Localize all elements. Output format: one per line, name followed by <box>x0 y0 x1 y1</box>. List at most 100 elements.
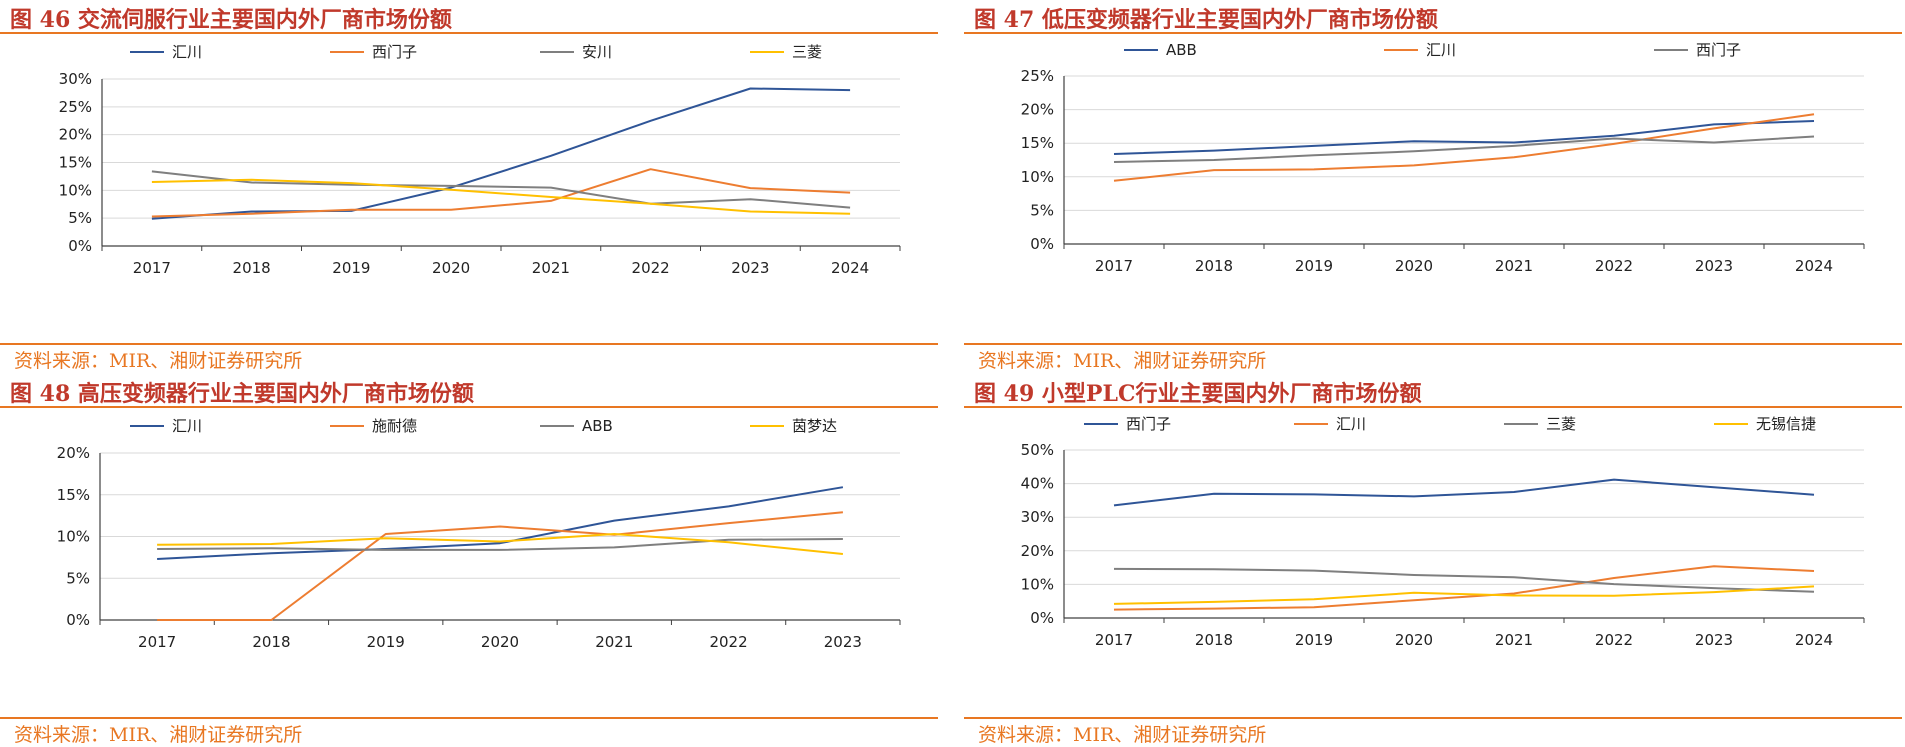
series-line <box>1113 567 1815 593</box>
source-divider <box>0 343 938 345</box>
source-note: 资料来源：MIR、湘财证券研究所 <box>978 724 1267 746</box>
x-tick-label: 2021 <box>595 633 633 651</box>
y-tick-label: 20% <box>57 444 90 462</box>
chart-title: 图 46 交流伺服行业主要国内外厂商市场份额 <box>10 7 452 33</box>
x-tick-label: 2018 <box>1195 257 1233 275</box>
x-tick-label: 2023 <box>1695 257 1733 275</box>
series-line <box>151 170 851 209</box>
legend-label: 西门子 <box>1696 41 1741 59</box>
series-line <box>151 168 851 218</box>
line-chart-low-voltage-inverter: 0% 5% 10% 15% 20% 25% 2017 2018 2019 2020 2021 2022… <box>1021 41 1865 275</box>
series-line <box>157 533 844 555</box>
title-divider <box>964 32 1902 34</box>
x-tick-label: 2020 <box>1395 631 1433 649</box>
x-tick-label: 2023 <box>731 259 769 277</box>
x-tick-label: 2021 <box>532 259 570 277</box>
y-tick-label: 15% <box>59 154 92 172</box>
legend-label: 西门子 <box>372 43 417 61</box>
x-tick-label: 2018 <box>1195 631 1233 649</box>
series-line <box>1113 565 1815 611</box>
x-tick-label: 2022 <box>1595 631 1633 649</box>
x-tick-label: 2017 <box>1095 257 1133 275</box>
source-note: 资料来源：MIR、湘财证券研究所 <box>978 350 1267 372</box>
legend-label: 汇川 <box>1426 41 1456 59</box>
source-note: 资料来源：MIR、湘财证券研究所 <box>14 350 303 372</box>
y-tick-label: 25% <box>59 98 92 116</box>
x-tick-label: 2018 <box>252 633 290 651</box>
x-tick-label: 2017 <box>138 633 176 651</box>
y-tick-label: 10% <box>59 181 92 199</box>
y-tick-label: 20% <box>1021 101 1054 119</box>
series-line <box>1113 113 1815 182</box>
line-chart-high-voltage-inverter: 0% 5% 10% 15% 20% 2017 2018 2019 2020 2021 2022 202… <box>57 417 901 651</box>
x-tick-label: 2023 <box>824 633 862 651</box>
y-tick-label: 40% <box>1021 475 1054 493</box>
legend-label: 汇川 <box>172 43 202 61</box>
chart-panel-servo: 图 46 交流伺服行业主要国内外厂商市场份额 0% 5% 10% 15% 20% 25% 3… <box>0 0 938 373</box>
legend-label: 茵梦达 <box>792 417 837 435</box>
y-tick-label: 20% <box>1021 542 1054 560</box>
series-line <box>157 511 843 621</box>
line-chart-small-plc: 0% 10% 20% 30% 40% 50% 2017 2018 2019 2020 2021 202… <box>1021 415 1865 649</box>
series-line <box>1113 120 1815 155</box>
source-divider <box>964 343 1902 345</box>
x-tick-label: 2019 <box>332 259 370 277</box>
y-tick-label: 0% <box>68 237 92 255</box>
source-divider <box>964 717 1902 719</box>
y-tick-label: 50% <box>1021 441 1054 459</box>
x-tick-label: 2024 <box>1795 631 1833 649</box>
series-line <box>1113 478 1815 507</box>
y-tick-label: 30% <box>1021 508 1054 526</box>
title-divider <box>0 406 938 408</box>
x-tick-label: 2020 <box>1395 257 1433 275</box>
y-tick-label: 0% <box>1030 609 1054 627</box>
title-divider <box>964 406 1902 408</box>
legend-label: 汇川 <box>172 417 202 435</box>
x-tick-label: 2020 <box>481 633 519 651</box>
chart-panel-small-plc: 图 49 小型PLC行业主要国内外厂商市场份额 0% 10% 20% 30% 40% 50… <box>964 374 1902 747</box>
x-tick-label: 2020 <box>432 259 470 277</box>
x-tick-label: 2018 <box>233 259 271 277</box>
title-divider <box>0 32 938 34</box>
series-line <box>157 538 843 551</box>
x-tick-label: 2017 <box>1095 631 1133 649</box>
x-tick-label: 2021 <box>1495 257 1533 275</box>
y-tick-label: 15% <box>57 486 90 504</box>
legend-label: 汇川 <box>1336 415 1366 433</box>
x-tick-label: 2022 <box>709 633 747 651</box>
chart-title: 图 49 小型PLC行业主要国内外厂商市场份额 <box>974 381 1422 407</box>
chart-title: 图 47 低压变频器行业主要国内外厂商市场份额 <box>974 7 1438 33</box>
x-tick-label: 2023 <box>1695 631 1733 649</box>
legend-label: ABB <box>1166 41 1197 59</box>
series-line <box>1113 135 1815 163</box>
y-tick-label: 15% <box>1021 134 1054 152</box>
y-tick-label: 5% <box>66 569 90 587</box>
x-tick-label: 2021 <box>1495 631 1533 649</box>
y-tick-label: 0% <box>66 611 90 629</box>
y-tick-label: 0% <box>1030 235 1054 253</box>
x-tick-label: 2024 <box>831 259 869 277</box>
y-tick-label: 10% <box>1021 575 1054 593</box>
y-tick-label: 25% <box>1021 67 1054 85</box>
y-tick-label: 30% <box>59 70 92 88</box>
y-tick-label: 5% <box>68 209 92 227</box>
legend-label: ABB <box>582 417 613 435</box>
series-line <box>1113 585 1815 605</box>
source-divider <box>0 717 938 719</box>
series-line <box>151 87 851 220</box>
x-tick-label: 2019 <box>367 633 405 651</box>
legend-label: 施耐德 <box>372 417 417 435</box>
series-line <box>157 486 844 560</box>
x-tick-label: 2022 <box>632 259 670 277</box>
legend-label: 三菱 <box>1546 415 1576 433</box>
x-tick-label: 2019 <box>1295 631 1333 649</box>
x-tick-label: 2017 <box>133 259 171 277</box>
y-tick-label: 10% <box>57 528 90 546</box>
legend-label: 西门子 <box>1126 415 1171 433</box>
legend-label: 三菱 <box>792 43 822 61</box>
series-line <box>151 178 851 215</box>
x-tick-label: 2022 <box>1595 257 1633 275</box>
x-tick-label: 2019 <box>1295 257 1333 275</box>
chart-title: 图 48 高压变频器行业主要国内外厂商市场份额 <box>10 381 474 407</box>
